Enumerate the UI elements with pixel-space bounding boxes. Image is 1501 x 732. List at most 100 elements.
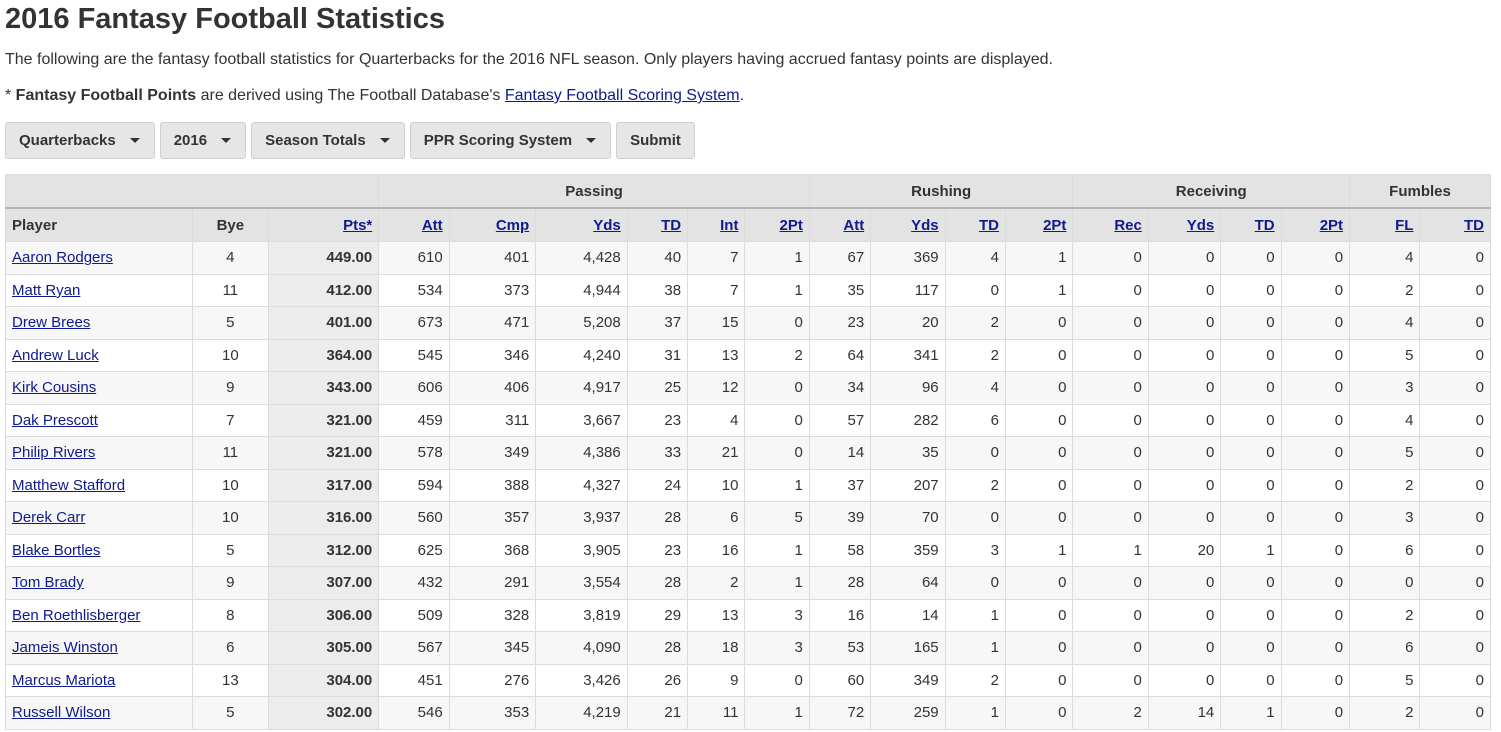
- player-link[interactable]: Blake Bortles: [12, 541, 101, 559]
- sort-link-rush-att[interactable]: Att: [843, 216, 865, 234]
- cell-rec-rec: 0: [1072, 241, 1149, 275]
- cell-player: Drew Brees: [4, 306, 194, 340]
- cell-pass-cmp: 401: [448, 241, 537, 275]
- cell-pass-2pt: 1: [744, 241, 810, 275]
- cell-rec-2pt: 0: [1280, 631, 1351, 665]
- player-link[interactable]: Marcus Mariota: [12, 671, 116, 689]
- cell-rec-rec: 0: [1072, 436, 1149, 470]
- cell-rush-2pt: 0: [1004, 436, 1074, 470]
- player-link[interactable]: Derek Carr: [12, 509, 86, 527]
- cell-pass-att: 606: [378, 371, 450, 405]
- player-link[interactable]: Andrew Luck: [12, 346, 99, 364]
- cell-fumbles-td: 0: [1419, 306, 1491, 340]
- column-header-rush-yds: Yds: [870, 207, 946, 242]
- cell-rush-att: 57: [808, 403, 872, 437]
- cell-points: 317.00: [267, 468, 380, 502]
- group-header-blank: [4, 174, 380, 209]
- sort-link-pass-2pt[interactable]: 2Pt: [779, 216, 803, 234]
- cell-pass-td: 24: [626, 468, 689, 502]
- cell-pass-2pt: 3: [744, 598, 810, 632]
- table-row: Dak Prescott 7 321.00 459 311 3,667 23 4 0 57 282 6…: [4, 403, 1491, 437]
- cell-fumbles-td: 0: [1419, 338, 1491, 372]
- player-link[interactable]: Drew Brees: [12, 314, 91, 332]
- sort-link-pass-td[interactable]: TD: [661, 216, 682, 234]
- sort-link-pass-cmp[interactable]: Cmp: [495, 216, 530, 234]
- sort-link-rec-rec[interactable]: Rec: [1114, 216, 1142, 234]
- sort-link-points[interactable]: Pts*: [343, 216, 373, 234]
- cell-pass-yds: 4,090: [535, 631, 628, 665]
- cell-fumbles-fl: 2: [1349, 273, 1421, 307]
- position-select[interactable]: Quarterbacks: [5, 122, 155, 159]
- player-link[interactable]: Russell Wilson: [12, 704, 111, 722]
- note-prefix: *: [5, 87, 16, 104]
- cell-rush-yds: 369: [870, 241, 946, 275]
- cell-rec-rec: 0: [1072, 598, 1149, 632]
- cell-rush-td: 4: [944, 241, 1007, 275]
- span-select[interactable]: Season Totals: [251, 122, 405, 159]
- cell-pass-cmp: 353: [448, 696, 537, 730]
- cell-rec-yds: 0: [1147, 501, 1222, 535]
- cell-pass-td: 23: [626, 403, 689, 437]
- submit-button[interactable]: Submit: [616, 122, 695, 159]
- cell-points: 304.00: [267, 663, 380, 697]
- cell-rec-2pt: 0: [1280, 241, 1351, 275]
- sort-link-pass-att[interactable]: Att: [421, 216, 443, 234]
- player-link[interactable]: Kirk Cousins: [12, 379, 97, 397]
- cell-pass-yds: 4,386: [535, 436, 628, 470]
- table-row: Matthew Stafford 10 317.00 594 388 4,327 24 10 1…: [4, 468, 1491, 502]
- sort-link-rec-yds[interactable]: Yds: [1186, 216, 1215, 234]
- cell-pass-att: 534: [378, 273, 450, 307]
- cell-pass-att: 560: [378, 501, 450, 535]
- cell-pass-td: 23: [626, 533, 689, 567]
- cell-pass-yds: 3,937: [535, 501, 628, 535]
- sort-link-rush-yds[interactable]: Yds: [911, 216, 939, 234]
- sort-link-rush-td[interactable]: TD: [979, 216, 999, 234]
- sort-link-rec-td[interactable]: TD: [1254, 216, 1275, 234]
- cell-rec-yds: 0: [1147, 306, 1222, 340]
- cell-fumbles-fl: 2: [1349, 598, 1421, 632]
- cell-bye: 8: [192, 598, 269, 632]
- player-link[interactable]: Philip Rivers: [12, 444, 96, 462]
- cell-rec-td: 0: [1220, 566, 1282, 600]
- cell-pass-2pt: 1: [744, 533, 810, 567]
- cell-rush-att: 58: [808, 533, 872, 567]
- player-link[interactable]: Matthew Stafford: [12, 476, 126, 494]
- cell-pass-att: 451: [378, 663, 450, 697]
- cell-pass-yds: 3,819: [535, 598, 628, 632]
- chevron-down-icon: [221, 138, 232, 143]
- sort-link-pass-yds[interactable]: Yds: [593, 216, 621, 234]
- cell-player: Derek Carr: [4, 501, 194, 535]
- season-select-label: 2016: [173, 132, 208, 149]
- cell-rush-yds: 359: [870, 533, 946, 567]
- scoring-select[interactable]: PPR Scoring System: [409, 122, 612, 159]
- sort-link-fumbles-fl[interactable]: FL: [1395, 216, 1414, 234]
- cell-pass-yds: 3,667: [535, 403, 628, 437]
- cell-fumbles-fl: 6: [1349, 533, 1421, 567]
- cell-rush-2pt: 0: [1004, 598, 1074, 632]
- player-link[interactable]: Ben Roethlisberger: [12, 606, 141, 624]
- player-link[interactable]: Matt Ryan: [12, 281, 81, 299]
- cell-pass-cmp: 368: [448, 533, 537, 567]
- sort-link-rec-2pt[interactable]: 2Pt: [1319, 216, 1344, 234]
- cell-pass-int: 7: [687, 241, 746, 275]
- cell-bye: 6: [192, 631, 269, 665]
- player-link[interactable]: Dak Prescott: [12, 411, 98, 429]
- cell-rush-2pt: 0: [1004, 663, 1074, 697]
- cell-pass-int: 4: [687, 403, 746, 437]
- player-link[interactable]: Aaron Rodgers: [12, 249, 113, 267]
- player-link[interactable]: Jameis Winston: [12, 639, 118, 657]
- cell-points: 316.00: [267, 501, 380, 535]
- player-link[interactable]: Tom Brady: [12, 574, 84, 592]
- scoring-system-link[interactable]: Fantasy Football Scoring System: [504, 87, 740, 104]
- season-select[interactable]: 2016: [159, 122, 247, 159]
- cell-pass-2pt: 3: [744, 631, 810, 665]
- cell-rec-2pt: 0: [1280, 696, 1351, 730]
- cell-fumbles-fl: 6: [1349, 631, 1421, 665]
- cell-bye: 13: [192, 663, 269, 697]
- cell-rec-yds: 0: [1147, 273, 1222, 307]
- table-row: Jameis Winston 6 305.00 567 345 4,090 28 18 3 53 1…: [4, 631, 1491, 665]
- sort-link-pass-int[interactable]: Int: [720, 216, 739, 234]
- cell-rush-td: 1: [944, 631, 1007, 665]
- sort-link-fumbles-td[interactable]: TD: [1464, 216, 1484, 234]
- sort-link-rush-2pt[interactable]: 2Pt: [1043, 216, 1067, 234]
